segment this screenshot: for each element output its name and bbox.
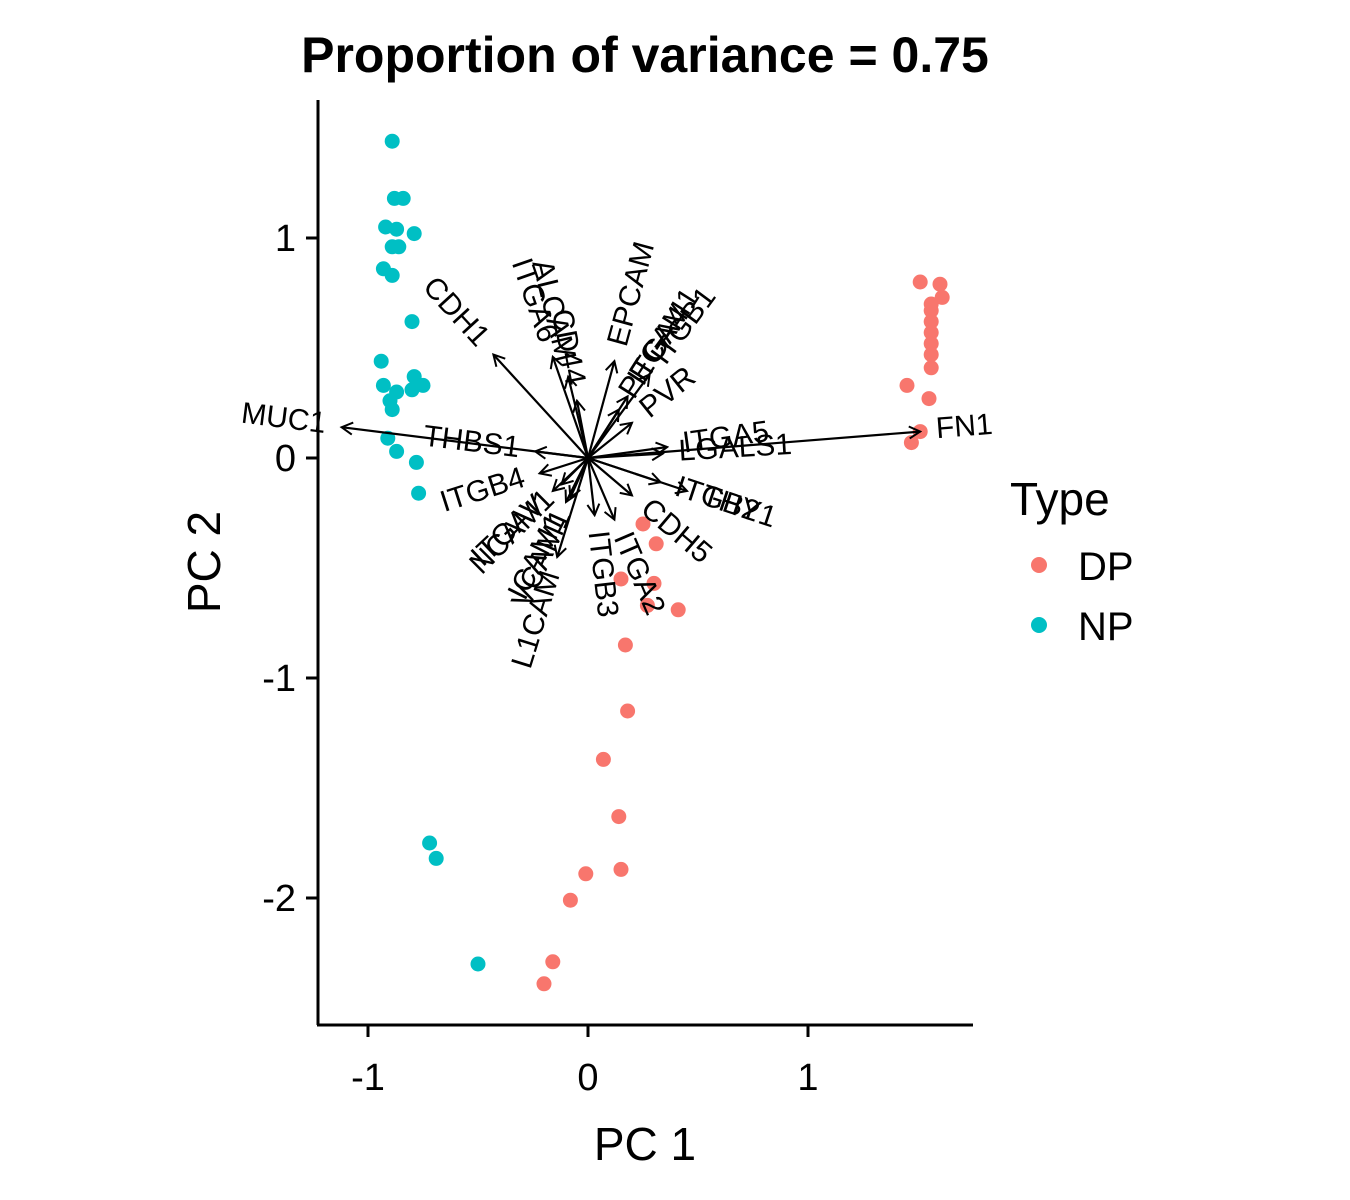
- loading-label-cd44: CD44: [545, 306, 592, 388]
- loading-label-fn1: FN1: [935, 408, 994, 445]
- point-dp: [932, 276, 948, 292]
- legend-label-np: NP: [1078, 605, 1134, 649]
- point-dp: [562, 892, 578, 908]
- legend-key-dp: [1031, 557, 1047, 573]
- y-axis-title: PC 2: [178, 511, 230, 613]
- point-np: [384, 133, 400, 149]
- point-dp: [923, 347, 939, 363]
- point-dp: [617, 637, 633, 653]
- point-dp: [613, 861, 629, 877]
- x-tick-label: 0: [577, 1057, 598, 1099]
- loading-arrow-lgals1: [587, 454, 663, 458]
- point-dp: [912, 274, 928, 290]
- point-dp: [646, 575, 662, 591]
- point-dp: [595, 751, 611, 767]
- point-np: [404, 314, 420, 330]
- point-dp: [620, 703, 636, 719]
- loading-arrow-pvr: [587, 423, 632, 459]
- loading-arrow-cd44: [577, 401, 590, 459]
- point-dp: [639, 597, 655, 613]
- point-np: [406, 226, 422, 242]
- loading-label-muc1: MUC1: [240, 397, 328, 440]
- point-dp: [923, 314, 939, 330]
- loading-arrow-muc1: [342, 427, 589, 460]
- chart-title: Proportion of variance = 0.75: [301, 27, 989, 83]
- legend-key-np: [1031, 617, 1047, 633]
- point-dp: [635, 516, 651, 532]
- y-tick-label: 1: [275, 218, 296, 260]
- point-dp: [536, 976, 552, 992]
- point-dp: [670, 602, 686, 618]
- loading-label-thbs1: THBS1: [422, 420, 522, 465]
- point-np: [375, 377, 391, 393]
- loading-arrow-itgb3: [588, 457, 595, 515]
- point-dp: [921, 391, 937, 407]
- point-np: [404, 382, 420, 398]
- point-dp: [934, 289, 950, 305]
- point-dp: [899, 377, 915, 393]
- y-tick-label: -2: [262, 878, 296, 920]
- loading-label-lgals1: LGALS1: [678, 428, 793, 468]
- point-dp: [923, 303, 939, 319]
- loading-arrow-ncam1: [562, 457, 589, 484]
- x-tick-label: 1: [797, 1057, 818, 1099]
- point-np: [384, 267, 400, 283]
- y-tick-label: 0: [275, 438, 296, 480]
- point-np: [411, 485, 427, 501]
- point-dp: [611, 809, 627, 825]
- x-tick-label: -1: [351, 1057, 385, 1099]
- loading-arrow-cdh5: [587, 457, 632, 495]
- point-dp: [903, 435, 919, 451]
- point-np: [389, 443, 405, 459]
- point-dp: [613, 571, 629, 587]
- point-np: [470, 956, 486, 972]
- point-np: [391, 239, 407, 255]
- point-np: [408, 454, 424, 470]
- point-dp: [545, 954, 561, 970]
- point-np: [389, 221, 405, 237]
- loading-arrow-itga2: [586, 457, 614, 520]
- point-dp: [648, 536, 664, 552]
- loadings-layer: FN1ITGA5LGALS1THY1ITGB2CDH5ITGA2ITGB3L1C…: [240, 238, 994, 672]
- point-np: [384, 402, 400, 418]
- legend-title: Type: [1010, 473, 1110, 525]
- y-tick-label: -1: [262, 658, 296, 700]
- x-axis-title: PC 1: [594, 1118, 696, 1170]
- points-layer: [373, 133, 950, 992]
- loading-arrow-pecam1: [587, 410, 619, 459]
- loading-arrow-cdh1: [493, 355, 589, 459]
- point-dp: [923, 360, 939, 376]
- point-np: [395, 190, 411, 206]
- loading-arrow-itga6: [553, 357, 590, 459]
- point-np: [422, 835, 438, 851]
- point-dp: [923, 336, 939, 352]
- legend-label-dp: DP: [1078, 545, 1134, 589]
- point-dp: [578, 866, 594, 882]
- loading-arrow-l1cam: [557, 457, 590, 557]
- loading-label-cdh1: CDH1: [416, 270, 496, 353]
- loading-arrow-vcam1: [570, 457, 590, 498]
- loading-arrow-epcam: [586, 361, 614, 459]
- point-np: [373, 353, 389, 369]
- ticks-layer: -1 0 1 -2 -1 0 1: [262, 218, 818, 1099]
- loading-arrow-itgb4: [540, 456, 589, 473]
- loading-arrow-itgb2: [587, 456, 661, 482]
- point-dp: [923, 325, 939, 341]
- point-np: [428, 850, 444, 866]
- loading-arrow-fn1: [587, 432, 920, 460]
- legend: Type DP NP: [1010, 473, 1134, 649]
